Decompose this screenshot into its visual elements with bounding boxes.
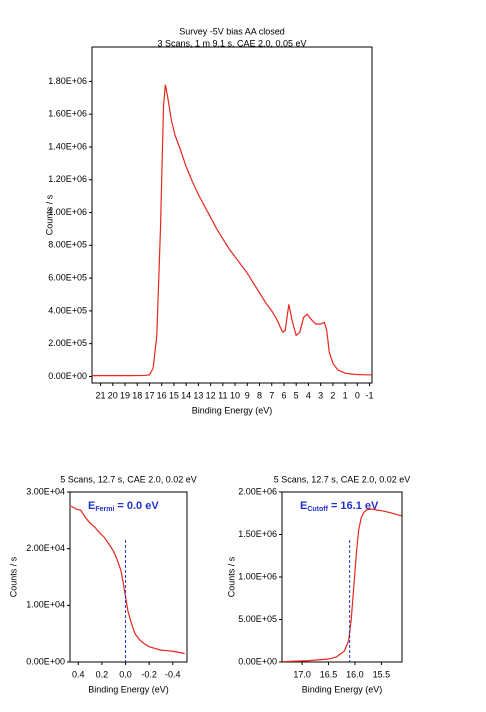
x-tick-label: 6 (281, 390, 286, 400)
y-tick-label: 1.00E+06 (238, 571, 277, 581)
x-tick-label: 16 (157, 390, 167, 400)
x-tick-label: 1 (343, 390, 348, 400)
x-tick-label: 0.4 (72, 669, 85, 679)
y-axis-label: Counts / s (8, 556, 18, 597)
y-tick-label: 0.00E+00 (26, 656, 65, 666)
y-axis-label: Counts / s (44, 194, 54, 235)
x-tick-label: 17 (144, 390, 154, 400)
annotation-symbol: E (300, 500, 307, 512)
y-tick-label: 1.50E+06 (238, 529, 277, 539)
x-tick-label: 0.0 (119, 669, 132, 679)
y-tick-label: 2.00E+05 (48, 338, 87, 348)
x-tick-label: 3 (318, 390, 323, 400)
x-tick-label: 10 (230, 390, 240, 400)
chart-title: Survey -5V bias AA closed (179, 26, 285, 36)
plot-frame (69, 491, 188, 663)
x-tick-label: 16.5 (320, 669, 338, 679)
x-tick-label: 15.5 (373, 669, 391, 679)
y-tick-label: 8.00E+05 (48, 240, 87, 250)
y-tick-label: 3.00E+04 (26, 486, 65, 496)
x-tick-label: 11 (218, 390, 227, 400)
x-tick-label: 0 (355, 390, 360, 400)
x-tick-label: -0.2 (141, 669, 157, 679)
y-tick-label: 0.00E+00 (238, 656, 277, 666)
y-tick-label: 1.20E+06 (48, 174, 87, 184)
data-line (283, 508, 402, 663)
x-tick-label: 16.0 (346, 669, 364, 679)
annotation-text: = 0.0 eV (117, 500, 159, 512)
y-axis-label: Counts / s (226, 556, 236, 597)
annotation-text: = 16.1 eV (331, 500, 379, 512)
x-tick-label: -0.4 (165, 669, 181, 679)
y-tick-label: 6.00E+05 (48, 272, 87, 282)
x-tick-label: 18 (132, 390, 142, 400)
annotation-symbol: E (88, 500, 95, 512)
y-tick-label: 1.80E+06 (48, 76, 87, 86)
x-tick-label: -1 (366, 390, 374, 400)
x-tick-label: 13 (193, 390, 203, 400)
annotation: EFermi = 0.0 eV (88, 500, 159, 513)
x-tick-label: 9 (245, 390, 250, 400)
y-tick-label: 0.00E+00 (48, 371, 87, 381)
x-tick-label: 8 (257, 390, 262, 400)
x-tick-label: 5 (294, 390, 299, 400)
y-tick-label: 1.00E+04 (26, 600, 65, 610)
x-tick-label: 2 (330, 390, 335, 400)
y-tick-label: 2.00E+04 (26, 543, 65, 553)
x-tick-label: 21 (96, 390, 106, 400)
annotation-subscript: Fermi (95, 506, 114, 513)
y-tick-label: 2.00E+06 (238, 486, 277, 496)
y-tick-label: 4.00E+05 (48, 305, 87, 315)
data-line (92, 84, 372, 377)
y-tick-label: 1.60E+06 (48, 109, 87, 119)
x-axis-label: Binding Energy (eV) (302, 684, 383, 694)
x-tick-label: 0.2 (96, 669, 109, 679)
chart-subtitle: 5 Scans, 12.7 s, CAE 2.0, 0.02 eV (60, 474, 197, 484)
chart-subtitle: 3 Scans, 1 m 9.1 s, CAE 2.0, 0.05 eV (157, 38, 306, 48)
y-tick-label: 1.00E+06 (48, 207, 87, 217)
y-tick-label: 1.40E+06 (48, 141, 87, 151)
x-tick-label: 19 (120, 390, 130, 400)
x-tick-label: 4 (306, 390, 311, 400)
annotation-subscript: Cutoff (307, 506, 328, 513)
x-tick-label: 20 (108, 390, 118, 400)
x-tick-label: 17.0 (293, 669, 311, 679)
x-tick-label: 12 (206, 390, 216, 400)
data-line (70, 505, 185, 655)
x-axis-label: Binding Energy (eV) (192, 405, 273, 415)
plot-frame (91, 46, 373, 384)
x-tick-label: 7 (269, 390, 274, 400)
chart-subtitle: 5 Scans, 12.7 s, CAE 2.0, 0.02 eV (274, 474, 411, 484)
x-tick-label: 15 (169, 390, 179, 400)
x-axis-label: Binding Energy (eV) (88, 684, 169, 694)
y-tick-label: 5.00E+05 (238, 614, 277, 624)
x-tick-label: 14 (181, 390, 191, 400)
plot-frame (281, 491, 403, 663)
annotation: ECutoff = 16.1 eV (300, 500, 379, 513)
